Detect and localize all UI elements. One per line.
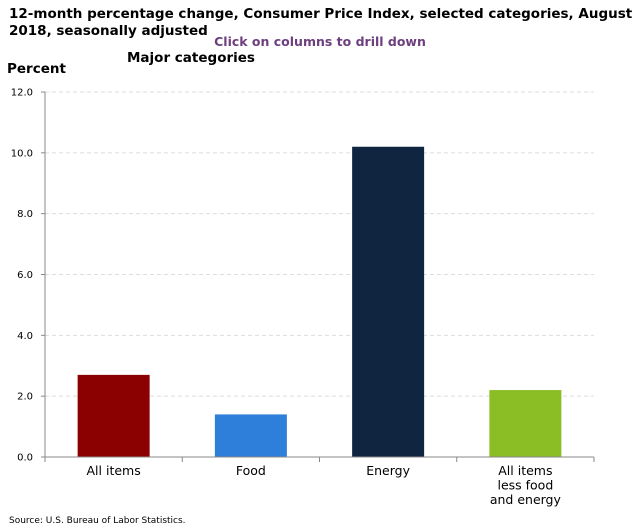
- bar-chart: 0.0 2.0 4.0 6.0 8.0 10.0 12.0 All items Food Ener…: [11, 88, 595, 508]
- x-category-label: and energy: [490, 492, 562, 507]
- x-category-label: Energy: [366, 463, 410, 478]
- source-note: Source: U.S. Bureau of Labor Statistics.: [9, 516, 186, 526]
- y-tick-label: 8.0: [17, 209, 33, 220]
- bar[interactable]: [77, 374, 150, 457]
- gridlines: [45, 91, 594, 397]
- bar[interactable]: [352, 146, 425, 457]
- y-tick-label: 2.0: [17, 392, 33, 403]
- axes: [41, 91, 595, 462]
- x-category-label: All items: [87, 463, 141, 478]
- y-tick-label: 0.0: [17, 453, 33, 464]
- x-category-label: less food: [497, 478, 553, 493]
- bar[interactable]: [489, 390, 562, 457]
- y-tick-label: 6.0: [17, 270, 33, 281]
- drill-down-hint: Click on columns to drill down: [214, 34, 426, 49]
- x-category-label: Food: [236, 463, 266, 478]
- x-category-label: All items: [498, 463, 552, 478]
- y-axis-label: Percent: [7, 61, 66, 77]
- bar[interactable]: [214, 414, 287, 457]
- page-title: 12-month percentage change, Consumer Pri…: [9, 6, 633, 39]
- labels: 0.0 2.0 4.0 6.0 8.0 10.0 12.0 All items Food Ener…: [11, 88, 562, 508]
- bars: [77, 146, 562, 457]
- y-tick-label: 12.0: [11, 88, 33, 99]
- y-tick-label: 10.0: [11, 148, 33, 159]
- y-tick-label: 4.0: [17, 331, 33, 342]
- chart-subtitle: Major categories: [127, 50, 255, 66]
